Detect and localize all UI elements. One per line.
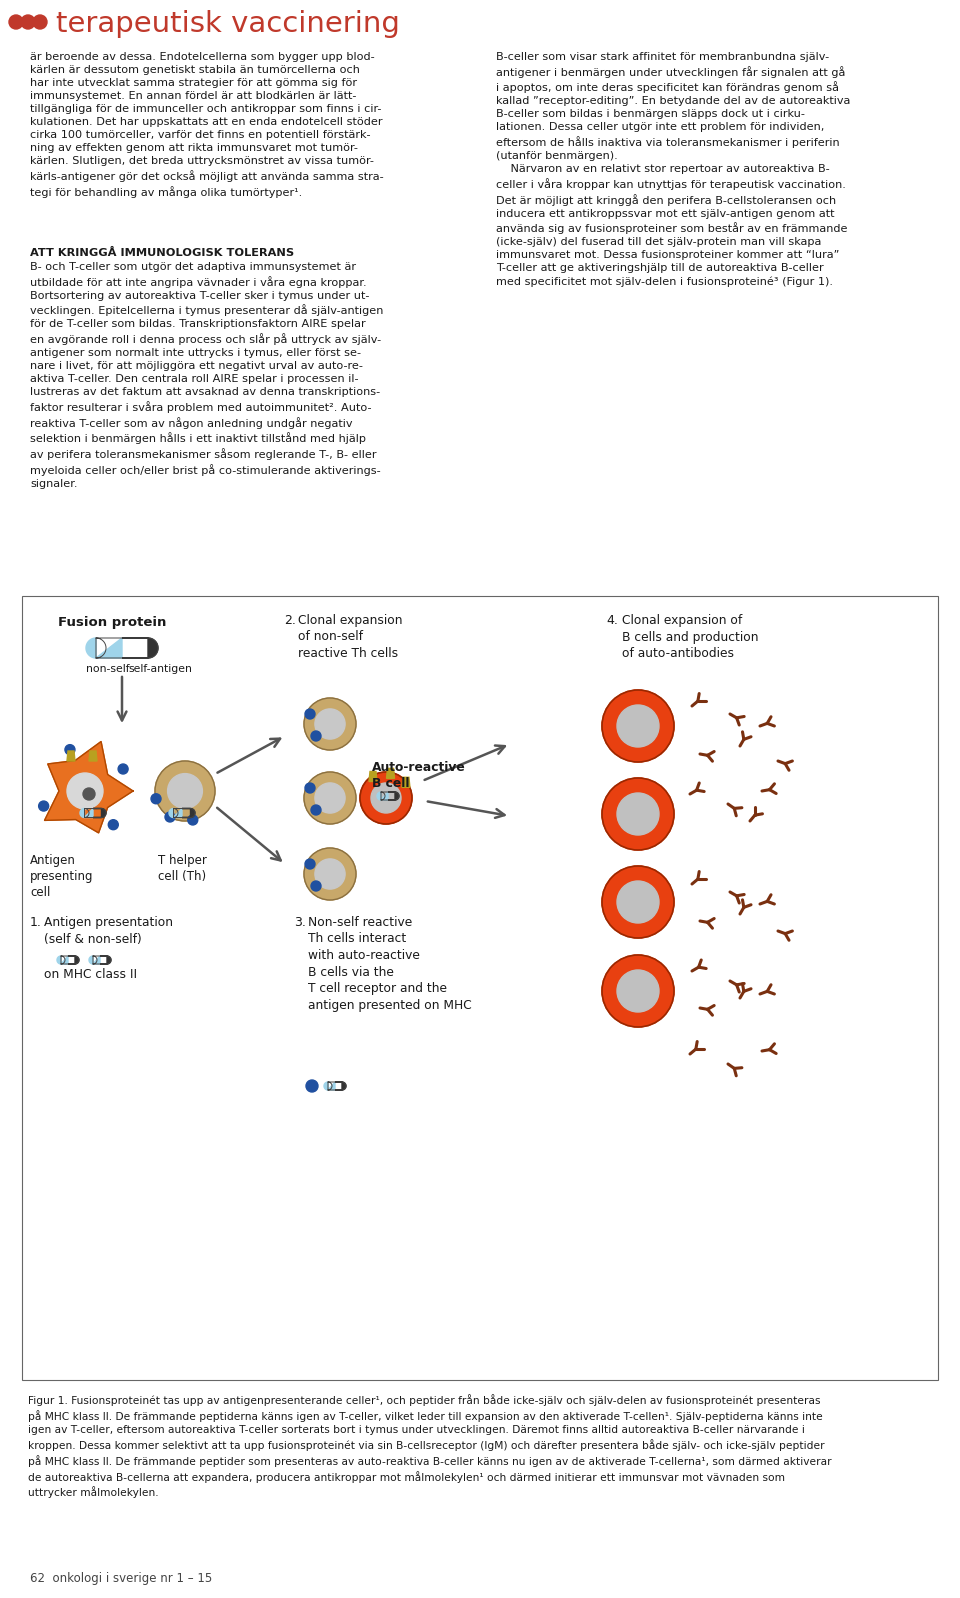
Circle shape — [304, 772, 356, 825]
Polygon shape — [369, 772, 377, 781]
Circle shape — [371, 783, 401, 813]
Text: Non-self reactive
Th cells interact
with auto-reactive
B cells via the
T cell re: Non-self reactive Th cells interact with… — [308, 916, 471, 1012]
Text: Antigen
presenting
cell: Antigen presenting cell — [30, 853, 93, 900]
Polygon shape — [68, 956, 79, 964]
Circle shape — [602, 690, 674, 762]
Circle shape — [617, 970, 659, 1012]
Text: ATT KRINGGÅ IMMUNOLOGISK TOLERANS: ATT KRINGGÅ IMMUNOLOGISK TOLERANS — [30, 248, 294, 259]
Circle shape — [108, 820, 118, 829]
Circle shape — [83, 788, 95, 801]
Polygon shape — [44, 741, 133, 833]
Polygon shape — [122, 638, 158, 658]
Text: 3.: 3. — [294, 916, 306, 928]
Polygon shape — [402, 777, 410, 788]
Circle shape — [118, 764, 128, 773]
Circle shape — [38, 801, 49, 812]
Polygon shape — [100, 956, 111, 964]
Polygon shape — [182, 809, 195, 818]
Circle shape — [311, 805, 321, 815]
Circle shape — [21, 14, 35, 29]
Bar — [22, 596, 938, 1381]
Text: terapeutisk vaccinering: terapeutisk vaccinering — [56, 10, 400, 38]
Circle shape — [151, 794, 161, 804]
Polygon shape — [67, 751, 75, 761]
Circle shape — [315, 783, 345, 813]
Circle shape — [306, 1080, 318, 1091]
Text: Fusion protein: Fusion protein — [58, 615, 166, 630]
Text: 2.: 2. — [284, 614, 296, 626]
Text: self-antigen: self-antigen — [128, 665, 192, 674]
Circle shape — [602, 956, 674, 1028]
Circle shape — [65, 745, 75, 754]
Circle shape — [311, 880, 321, 892]
Circle shape — [67, 773, 103, 809]
Polygon shape — [324, 1082, 335, 1090]
Circle shape — [602, 866, 674, 938]
Circle shape — [311, 730, 321, 741]
Circle shape — [188, 815, 198, 825]
Circle shape — [315, 858, 345, 888]
Text: B-celler som visar stark affinitet för membranbundna själv-
antigener i benmärge: B-celler som visar stark affinitet för m… — [496, 53, 851, 288]
Text: Auto-reactive
B cell: Auto-reactive B cell — [372, 761, 466, 789]
Circle shape — [165, 812, 175, 821]
Text: on MHC class II: on MHC class II — [44, 968, 137, 981]
Circle shape — [617, 880, 659, 924]
Text: Antigen presentation
(self & non-self): Antigen presentation (self & non-self) — [44, 916, 173, 946]
Circle shape — [304, 698, 356, 749]
Polygon shape — [80, 809, 93, 818]
Text: 1.: 1. — [30, 916, 42, 928]
Circle shape — [602, 778, 674, 850]
Circle shape — [315, 710, 345, 740]
Circle shape — [305, 783, 315, 793]
Circle shape — [33, 14, 47, 29]
Circle shape — [617, 705, 659, 746]
Text: T helper
cell (Th): T helper cell (Th) — [158, 853, 206, 884]
Circle shape — [9, 14, 23, 29]
Polygon shape — [93, 809, 106, 818]
Polygon shape — [377, 793, 388, 801]
Text: 62  onkologi i sverige nr 1 – 15: 62 onkologi i sverige nr 1 – 15 — [30, 1572, 212, 1585]
Polygon shape — [387, 769, 395, 778]
Polygon shape — [57, 956, 68, 964]
Text: non-self: non-self — [86, 665, 130, 674]
Text: B- och T-celler som utgör det adaptiva immunsystemet är
utbildade för att inte a: B- och T-celler som utgör det adaptiva i… — [30, 262, 383, 489]
Polygon shape — [89, 956, 100, 964]
Polygon shape — [388, 793, 399, 801]
Circle shape — [360, 772, 412, 825]
Circle shape — [168, 773, 203, 809]
Polygon shape — [169, 809, 182, 818]
Circle shape — [305, 860, 315, 869]
Circle shape — [155, 761, 215, 821]
Text: Figur 1. Fusionsproteinét tas upp av antigenpresenterande celler¹, och peptider : Figur 1. Fusionsproteinét tas upp av ant… — [28, 1393, 831, 1499]
Circle shape — [305, 710, 315, 719]
Polygon shape — [89, 751, 97, 761]
Circle shape — [617, 793, 659, 836]
Circle shape — [304, 849, 356, 900]
Polygon shape — [86, 638, 122, 658]
Text: Clonal expansion
of non-self
reactive Th cells: Clonal expansion of non-self reactive Th… — [298, 614, 402, 660]
Text: är beroende av dessa. Endotelcellerna som bygger upp blod-
kärlen är dessutom ge: är beroende av dessa. Endotelcellerna so… — [30, 53, 384, 198]
Text: 4.: 4. — [606, 614, 618, 626]
Polygon shape — [335, 1082, 346, 1090]
Text: Clonal expansion of
B cells and production
of auto-antibodies: Clonal expansion of B cells and producti… — [622, 614, 758, 660]
